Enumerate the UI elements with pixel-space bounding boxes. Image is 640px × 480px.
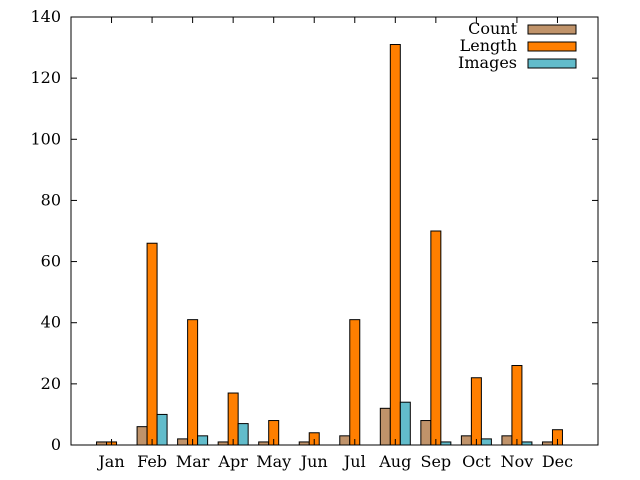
legend-label-images: Images — [458, 53, 517, 72]
bar-images-oct — [480, 438, 492, 446]
bar-length-jul — [349, 319, 361, 446]
bar-count-mar — [177, 438, 189, 446]
bar-images-mar — [197, 435, 209, 446]
legend-label-length: Length — [460, 36, 517, 55]
bar-images-apr — [237, 423, 249, 446]
bar-count-oct — [460, 435, 472, 446]
bar-count-feb — [136, 426, 148, 446]
y-tick-label: 120 — [30, 68, 61, 87]
y-tick-label: 20 — [41, 374, 61, 393]
x-tick-label: Apr — [217, 452, 248, 471]
bar-images-aug — [399, 401, 411, 446]
y-tick-label: 0 — [51, 435, 61, 454]
y-tick-label: 100 — [30, 129, 61, 148]
x-tick-label: Feb — [137, 452, 167, 471]
x-tick-label: Aug — [378, 452, 411, 471]
bar-length-aug — [389, 44, 401, 446]
x-tick-label: Sep — [421, 452, 452, 471]
legend-swatch-images — [527, 58, 577, 69]
bar-count-sep — [420, 420, 432, 446]
x-tick-label: Jan — [96, 452, 124, 471]
y-tick-label: 80 — [41, 190, 61, 209]
bar-count-jul — [339, 435, 351, 446]
x-tick-label: May — [256, 452, 291, 471]
x-tick-label: Mar — [176, 452, 210, 471]
y-tick-label: 40 — [41, 313, 61, 332]
x-tick-label: Oct — [462, 452, 491, 471]
x-tick-label: Nov — [501, 452, 534, 471]
bar-count-aug — [379, 407, 391, 446]
y-tick-label: 60 — [41, 252, 61, 271]
bar-images-feb — [156, 413, 168, 446]
legend-swatch-length — [527, 41, 577, 52]
plot-border — [70, 16, 599, 446]
legend-swatch-count — [527, 24, 577, 35]
x-tick-label: Dec — [542, 452, 573, 471]
bar-length-mar — [187, 319, 199, 446]
bar-length-apr — [227, 392, 239, 446]
x-tick-label: Jun — [299, 452, 328, 471]
axes-group: Jan Feb Mar Apr May Jun Jul Aug Sep Oct Nov Dec 0 20 4… — [30, 7, 599, 471]
bar-length-sep — [430, 230, 442, 446]
bars-group — [96, 44, 563, 446]
bar-length-oct — [470, 377, 482, 446]
bar-length-feb — [146, 242, 158, 446]
bar-length-nov — [511, 365, 523, 446]
legend-label-count: Count — [468, 19, 517, 38]
bar-count-nov — [501, 435, 513, 446]
y-tick-label: 140 — [30, 7, 61, 26]
x-tick-label: Jul — [342, 452, 366, 471]
